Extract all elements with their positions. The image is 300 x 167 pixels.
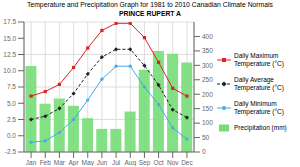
- html-text:Daily Maximum Temperature (°C): Daily Maximum Temperature (°C): [234, 52, 284, 67]
- svg-text:50: 50: [202, 134, 210, 141]
- svg-text:Jan: Jan: [26, 159, 37, 166]
- svg-text:5.0: 5.0: [8, 100, 16, 107]
- svg-text:May: May: [82, 159, 95, 166]
- svg-text:15.0: 15.0: [8, 35, 16, 42]
- svg-text:Sep: Sep: [139, 159, 151, 166]
- svg-text:17.5: 17.5: [8, 18, 16, 25]
- svg-text:0: 0: [202, 148, 206, 155]
- html-text:Daily Minimum Temperature (°C): Daily Minimum Temperature (°C): [234, 100, 284, 115]
- svg-text:2.5: 2.5: [8, 116, 16, 123]
- svg-text:400: 400: [202, 33, 213, 40]
- svg-text:300: 300: [202, 62, 213, 69]
- svg-text:10.0: 10.0: [8, 67, 16, 74]
- html-text:Temperature and Precipitation: Temperature and Precipitation Graph for …: [27, 1, 273, 8]
- svg-text:200: 200: [202, 91, 213, 98]
- svg-text:Apr: Apr: [69, 159, 80, 166]
- svg-text:100: 100: [202, 119, 213, 126]
- svg-text:150: 150: [202, 105, 213, 112]
- svg-text:Aug: Aug: [124, 159, 136, 166]
- svg-text:-2.5: -2.5: [8, 148, 16, 155]
- svg-text:Jun: Jun: [97, 159, 108, 166]
- svg-text:Oct: Oct: [154, 159, 164, 166]
- svg-text:Jul: Jul: [112, 159, 121, 166]
- svg-text:7.5: 7.5: [8, 83, 16, 90]
- svg-text:0.0: 0.0: [8, 132, 16, 139]
- svg-text:Nov: Nov: [167, 159, 179, 166]
- svg-text:Mar: Mar: [54, 159, 66, 166]
- svg-text:12.5: 12.5: [8, 51, 16, 58]
- svg-text:Feb: Feb: [40, 159, 52, 166]
- html-text:PRINCE RUPERT A: PRINCE RUPERT A: [119, 10, 181, 17]
- svg-text:350: 350: [202, 47, 213, 54]
- svg-text:250: 250: [202, 76, 213, 83]
- html-text:Daily Average Temperature (°C): Daily Average Temperature (°C): [234, 76, 284, 91]
- html-text:Precipitation (mm): Precipitation (mm): [234, 124, 287, 131]
- svg-text:Dec: Dec: [181, 159, 193, 166]
